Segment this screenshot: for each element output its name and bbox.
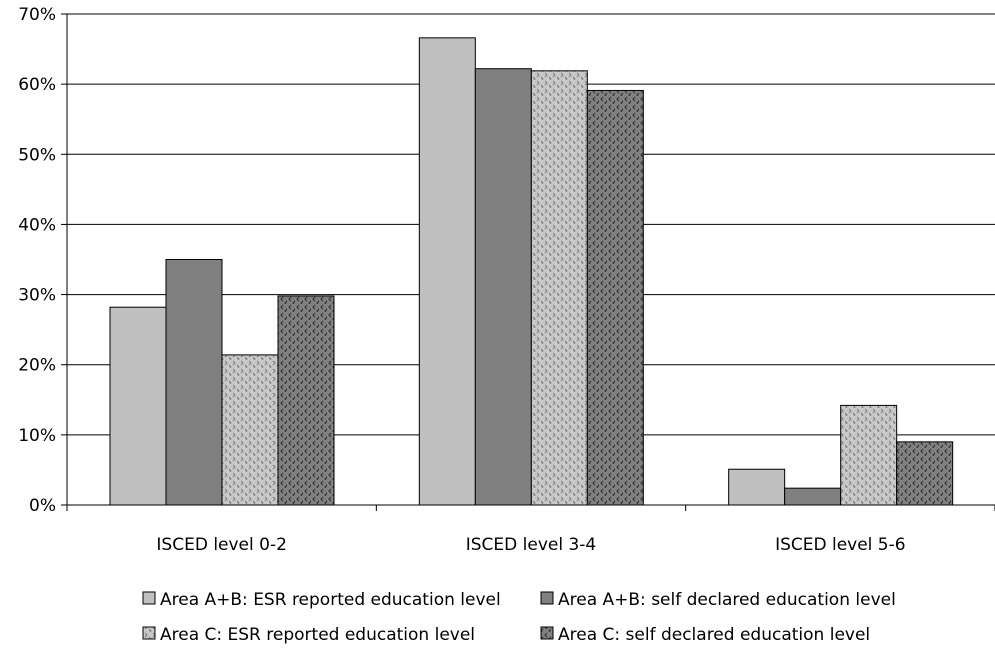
bar [840, 404, 898, 506]
legend-item: Area C: self declared education level [540, 625, 870, 645]
bar [221, 354, 279, 506]
x-tick-label: ISCED level 0-2 [156, 535, 287, 555]
y-tick-label: 20% [18, 356, 56, 376]
legend-swatch [540, 626, 554, 640]
x-tick-label: ISCED level 5-6 [775, 535, 906, 555]
bar [474, 68, 532, 506]
bar [165, 259, 223, 506]
bars [109, 37, 954, 506]
y-tick-label: 0% [29, 496, 56, 516]
axes [66, 14, 995, 511]
legend-swatch [540, 591, 554, 605]
y-tick-label: 10% [18, 426, 56, 446]
y-tick-label: 50% [18, 145, 56, 165]
legend-item: Area A+B: self declared education level [540, 590, 896, 610]
legend-item: Area A+B: ESR reported education level [142, 590, 501, 610]
legend-label: Area A+B: ESR reported education level [160, 590, 501, 610]
x-tick-label: ISCED level 3-4 [466, 535, 597, 555]
legend-label: Area A+B: self declared education level [558, 590, 896, 610]
y-tick-label: 60% [18, 75, 56, 95]
bar [530, 70, 588, 506]
y-tick-label: 40% [18, 215, 56, 235]
y-tick-label: 30% [18, 286, 56, 306]
legend-swatch [142, 626, 156, 640]
y-axis-ticks: 0% 10% 20% 30% 40% 50% 60% 70% [18, 5, 67, 516]
x-axis-labels: ISCED level 0-2 ISCED level 3-4 ISCED leve… [156, 535, 905, 555]
y-tick-label: 70% [18, 5, 56, 25]
legend-swatch [142, 591, 156, 605]
bar [728, 468, 786, 506]
bar [586, 89, 644, 506]
bar [896, 441, 954, 506]
bar [418, 37, 476, 506]
bar [109, 306, 167, 506]
bar [784, 487, 842, 506]
bar [277, 295, 335, 506]
legend-item: Area C: ESR reported education level [142, 625, 475, 645]
legend: Area A+B: ESR reported education level Ar… [142, 590, 896, 645]
legend-label: Area C: ESR reported education level [160, 625, 475, 645]
legend-label: Area C: self declared education level [558, 625, 870, 645]
